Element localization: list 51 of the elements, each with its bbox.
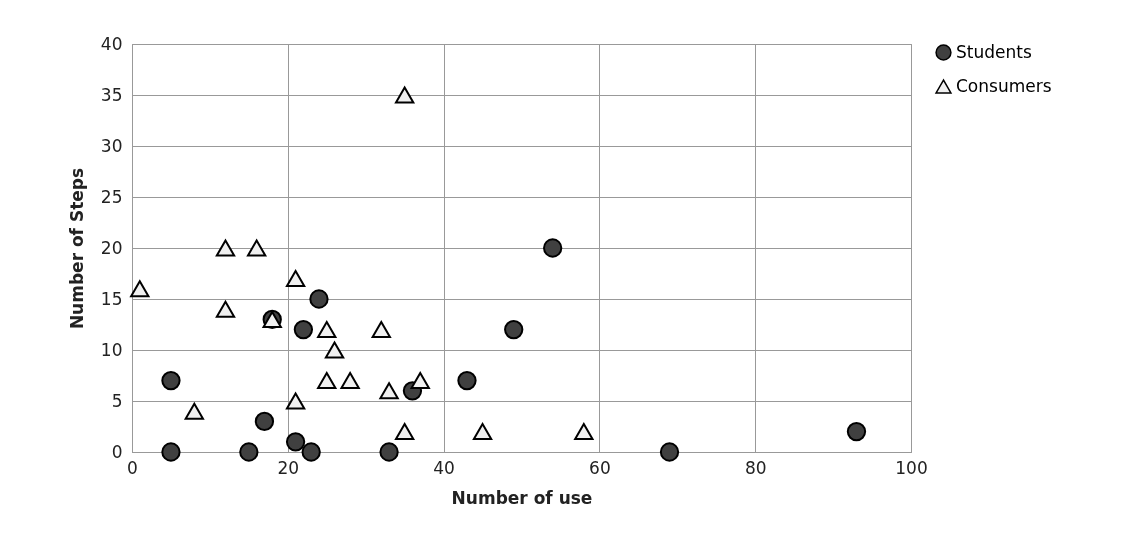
x-tick-label: 80 [744, 457, 767, 478]
point [457, 370, 477, 391]
y-tick-label: 15 [100, 288, 123, 309]
point [410, 372, 430, 390]
point [246, 239, 267, 257]
point [379, 382, 399, 400]
y-tick-label: 20 [100, 237, 123, 258]
legend-label: Consumers [956, 75, 1052, 96]
y-tick-label: 30 [100, 135, 123, 156]
legend-label: Students [956, 41, 1032, 62]
y-tick-label: 5 [111, 390, 123, 411]
x-tick-label: 100 [895, 457, 928, 478]
point [215, 300, 236, 318]
point [504, 319, 524, 340]
y-tick-label: 0 [111, 441, 123, 462]
point [184, 402, 204, 420]
point [472, 423, 493, 441]
point [574, 423, 594, 441]
y-tick-label: 35 [100, 84, 123, 105]
y-tick-label: 25 [100, 186, 123, 207]
point [215, 239, 236, 257]
point [285, 432, 306, 452]
point [161, 370, 181, 391]
point [340, 372, 360, 390]
point [301, 442, 321, 462]
x-tick-label: 0 [127, 457, 138, 478]
y-tick-label: 40 [100, 33, 123, 54]
point [285, 392, 306, 410]
point [379, 442, 399, 462]
point [317, 372, 337, 390]
x-axis-title: Number of use [451, 487, 593, 508]
point [659, 442, 680, 462]
y-tick-label: 10 [100, 339, 123, 360]
point [543, 238, 563, 258]
point [130, 280, 150, 298]
point [317, 321, 337, 339]
point [309, 289, 329, 309]
x-tick-label: 40 [433, 457, 455, 478]
y-axis-title: Number of Steps [66, 167, 87, 330]
point [394, 86, 415, 104]
point [394, 423, 415, 441]
point [371, 321, 391, 339]
point [285, 270, 306, 288]
x-tick-label: 60 [589, 457, 611, 478]
point [161, 442, 181, 462]
point [324, 341, 345, 359]
point [293, 319, 314, 340]
point [846, 421, 867, 442]
point [254, 411, 275, 432]
x-tick-label: 20 [277, 457, 300, 478]
point [239, 442, 259, 462]
